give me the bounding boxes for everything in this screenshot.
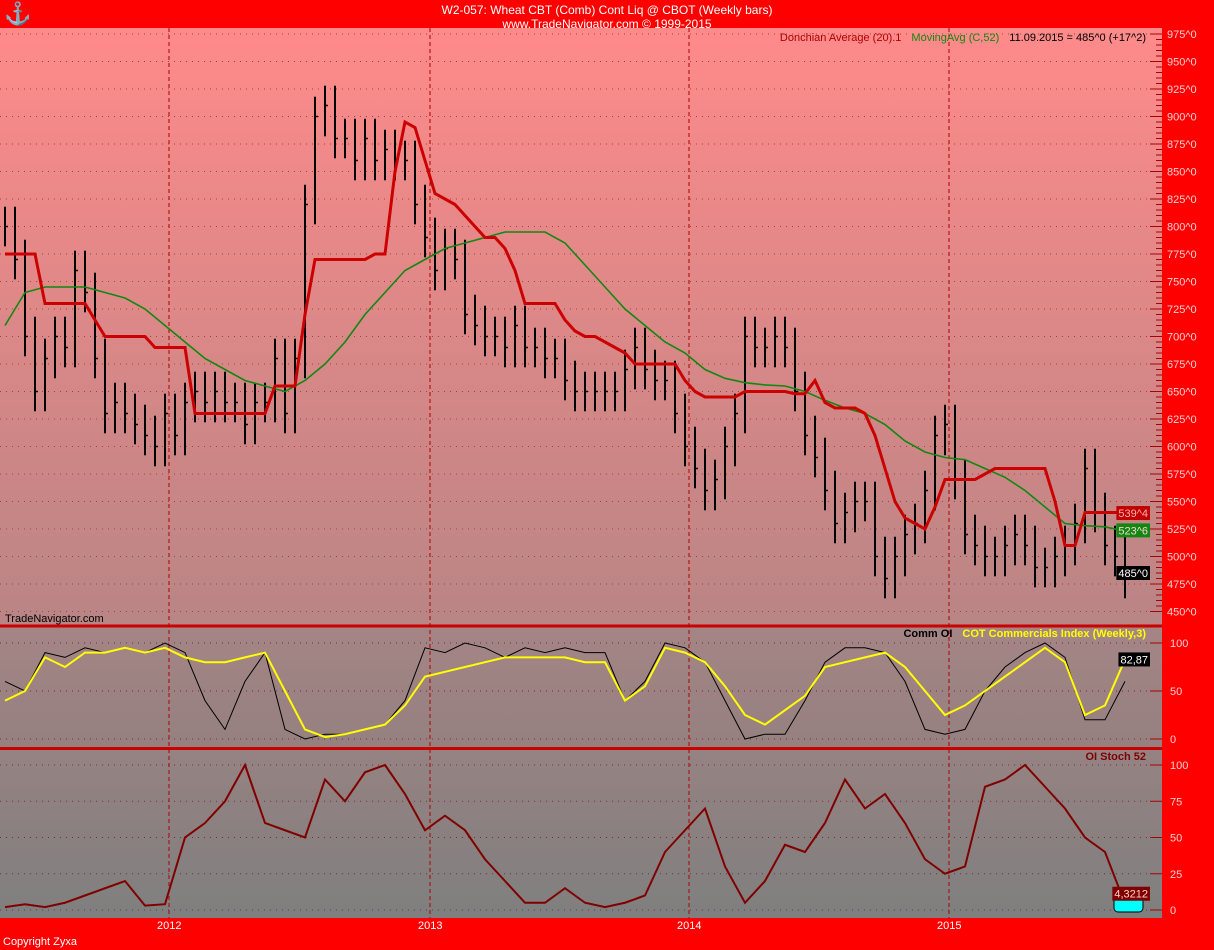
donchian-axis-marker: 539^4 bbox=[1118, 508, 1148, 520]
anchor-logo-icon: ⚓ bbox=[4, 1, 32, 26]
price-tick-label: 825^0 bbox=[1167, 194, 1197, 206]
last-price-axis-marker: 485^0 bbox=[1118, 568, 1148, 580]
x-tick-label: 2012 bbox=[157, 920, 181, 932]
price-tick-label: 775^0 bbox=[1167, 249, 1197, 261]
price-tick-label: 650^0 bbox=[1167, 387, 1197, 399]
price-tick-label: 450^0 bbox=[1167, 607, 1197, 619]
ma-axis-marker-bg bbox=[1116, 523, 1150, 538]
cot-index-line bbox=[4, 646, 1126, 739]
price-tick-label: 675^0 bbox=[1167, 359, 1197, 371]
stoch-tick-label: 50 bbox=[1170, 833, 1182, 845]
chart-title: W2-057: Wheat CBT (Comb) Cont Liq @ CBOT… bbox=[441, 3, 773, 17]
legend-comm-oi: Comm OI bbox=[903, 628, 952, 640]
legend-cot-index: COT Commercials Index (Weekly,3) bbox=[962, 628, 1146, 640]
cot-tick-label: 0 bbox=[1170, 734, 1176, 746]
price-tick-label: 800^0 bbox=[1167, 222, 1197, 234]
cot-tick-label: 50 bbox=[1170, 686, 1182, 698]
price-tick-label: 850^0 bbox=[1167, 167, 1197, 179]
stoch-axis-marker-bg bbox=[1112, 886, 1150, 901]
stoch-tick-label: 100 bbox=[1170, 760, 1188, 772]
watermark: TradeNavigator.com bbox=[5, 613, 104, 625]
x-tick-label: 2014 bbox=[677, 920, 701, 932]
cot-axis-marker: 82,87 bbox=[1120, 654, 1148, 666]
price-tick-label: 575^0 bbox=[1167, 469, 1197, 481]
stoch-axis-marker: 4,3212 bbox=[1114, 889, 1148, 901]
stoch-tick-label: 25 bbox=[1170, 869, 1182, 881]
moving-average-line bbox=[4, 231, 1126, 532]
last-price-axis-marker-bg bbox=[1116, 566, 1150, 580]
comm-oi-line bbox=[4, 642, 1126, 740]
ma-axis-marker: 523^6 bbox=[1118, 525, 1148, 537]
chart-subtitle: www.TradeNavigator.com © 1999-2015 bbox=[502, 17, 712, 31]
price-tick-label: 500^0 bbox=[1167, 552, 1197, 564]
price-tick-label: 625^0 bbox=[1167, 414, 1197, 426]
price-tick-label: 975^0 bbox=[1167, 29, 1197, 41]
price-tick-label: 875^0 bbox=[1167, 139, 1197, 151]
copyright: Copyright Zyxa bbox=[3, 936, 77, 948]
price-tick-label: 700^0 bbox=[1167, 332, 1197, 344]
stoch-tick-label: 0 bbox=[1170, 905, 1176, 917]
x-tick-label: 2013 bbox=[418, 920, 442, 932]
legend-oi-stoch: OI Stoch 52 bbox=[1085, 751, 1146, 763]
price-tick-label: 725^0 bbox=[1167, 304, 1197, 316]
price-tick-label: 950^0 bbox=[1167, 57, 1197, 69]
price-tick-label: 600^0 bbox=[1167, 442, 1197, 454]
price-tick-label: 525^0 bbox=[1167, 524, 1197, 536]
legend-donchian: Donchian Average (20).1 bbox=[780, 32, 902, 44]
donchian-axis-marker-bg bbox=[1116, 506, 1150, 521]
donchian-average-line bbox=[5, 119, 1125, 547]
panel-1-background bbox=[0, 28, 1162, 625]
panel-3-background bbox=[0, 750, 1162, 918]
panel-2-background bbox=[0, 627, 1162, 747]
price-tick-label: 900^0 bbox=[1167, 112, 1197, 124]
legend-moving-avg: MovingAvg (C,52) bbox=[911, 32, 999, 44]
x-tick-label: 2015 bbox=[937, 920, 961, 932]
price-tick-label: 475^0 bbox=[1167, 579, 1197, 591]
price-tick-label: 925^0 bbox=[1167, 84, 1197, 96]
oi-stoch-line bbox=[4, 762, 1126, 909]
cot-tick-label: 100 bbox=[1170, 638, 1188, 650]
stoch-tick-label: 75 bbox=[1170, 796, 1182, 808]
cot-axis-marker-bg bbox=[1118, 652, 1150, 667]
price-tick-label: 550^0 bbox=[1167, 497, 1197, 509]
legend-last-value: 11.09.2015 = 485^0 (+17^2) bbox=[1009, 32, 1146, 44]
price-tick-label: 750^0 bbox=[1167, 277, 1197, 289]
